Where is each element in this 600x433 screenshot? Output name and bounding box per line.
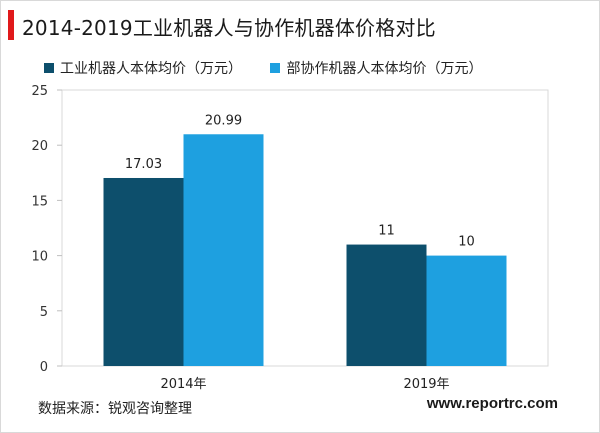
legend-label-series1: 工业机器人本体均价（万元）: [60, 61, 242, 77]
title-accent-bar: [8, 10, 14, 40]
site-watermark: www.reportrc.com: [426, 395, 558, 412]
x-tick-label: 2014年: [160, 377, 206, 392]
y-tick-label: 15: [31, 194, 48, 209]
data-label: 20.99: [205, 113, 242, 128]
y-tick-label: 20: [31, 139, 48, 154]
bar-1: [103, 177, 184, 366]
bar-2: [183, 134, 264, 366]
data-label: 11: [378, 224, 395, 239]
y-tick-label: 10: [31, 250, 48, 265]
data-label: 17.03: [125, 157, 162, 172]
bar-2: [426, 255, 507, 366]
chart-title: 2014-2019工业机器人与协作机器体价格对比: [22, 16, 436, 40]
data-source-note: 数据来源：锐观咨询整理: [38, 401, 192, 417]
y-tick-label: 5: [40, 305, 48, 320]
plot-area-border: [61, 89, 549, 367]
bar-1: [346, 244, 427, 366]
legend-swatch-series2: [270, 63, 281, 73]
legend: 工业机器人本体均价（万元） 部协作机器人本体均价（万元）: [44, 58, 506, 78]
legend-label-series2: 部协作机器人本体均价（万元）: [286, 61, 483, 77]
data-label: 10: [458, 235, 475, 250]
legend-item-series2: 部协作机器人本体均价（万元）: [270, 58, 482, 78]
y-tick-label: 0: [40, 360, 48, 375]
y-tick-label: 25: [31, 84, 48, 99]
legend-item-series1: 工业机器人本体均价（万元）: [44, 58, 242, 78]
x-tick-label: 2019年: [403, 377, 449, 392]
legend-swatch-series1: [44, 63, 54, 73]
